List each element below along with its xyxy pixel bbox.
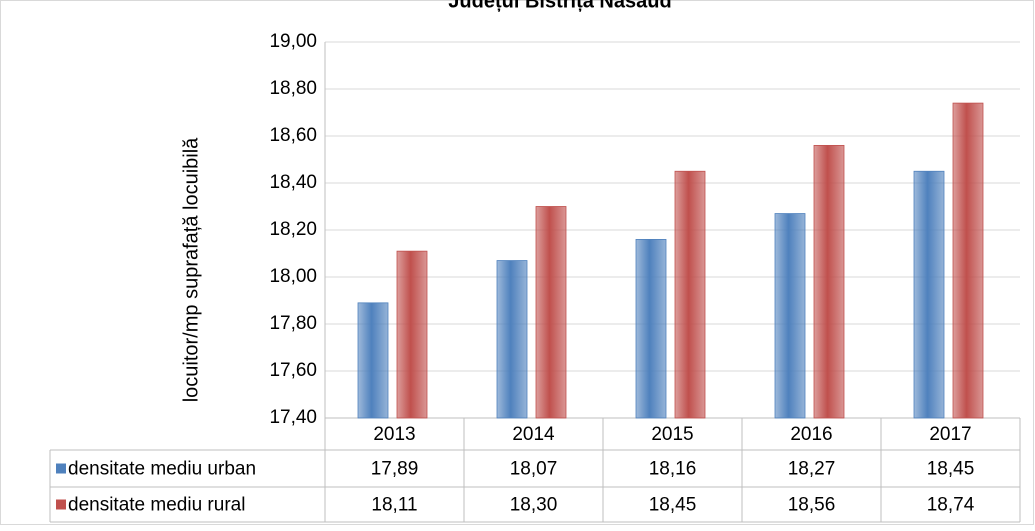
y-tick-label: 18,20 — [269, 219, 317, 240]
table-value: 18,45 — [649, 495, 697, 516]
table-value: 18,27 — [788, 459, 836, 480]
x-tick-label: 2015 — [651, 424, 693, 445]
x-tick-label: 2013 — [373, 424, 415, 445]
legend-label: densitate mediu rural — [68, 495, 245, 516]
x-tick-label: 2014 — [512, 424, 555, 445]
bar — [396, 250, 428, 419]
x-tick-label: 2017 — [929, 424, 971, 445]
table-value: 18,74 — [927, 495, 975, 516]
table-value: 18,16 — [649, 459, 697, 480]
table-value: 18,30 — [510, 495, 558, 516]
y-tick-label: 18,60 — [269, 125, 317, 146]
y-tick-label: 18,00 — [269, 266, 317, 287]
bar — [535, 206, 567, 419]
table-value: 18,45 — [927, 459, 975, 480]
bar — [913, 170, 945, 419]
legend-marker — [56, 499, 66, 510]
legend-marker — [56, 463, 66, 474]
table-value: 18,11 — [371, 495, 417, 516]
bar — [674, 170, 706, 419]
bar — [496, 260, 528, 419]
table-value: 17,89 — [371, 459, 419, 480]
table-value: 18,07 — [510, 459, 558, 480]
bar — [774, 213, 806, 419]
y-tick-label: 18,40 — [269, 172, 317, 193]
y-tick-label: 19,00 — [269, 31, 317, 52]
bar — [357, 302, 389, 419]
x-tick-label: 2016 — [790, 424, 832, 445]
y-tick-label: 17,40 — [269, 407, 317, 428]
bar — [635, 238, 667, 419]
bar — [952, 102, 984, 419]
legend-label: densitate mediu urban — [68, 459, 256, 480]
y-tick-label: 17,60 — [269, 360, 317, 381]
bar — [813, 144, 845, 419]
chart-title: Județul Bistrița Năsăud — [448, 0, 671, 12]
y-tick-label: 18,80 — [269, 78, 317, 99]
y-axis-label: locuitor/mp suprafață locuibilă — [180, 137, 202, 402]
y-tick-label: 17,80 — [269, 313, 317, 334]
table-value: 18,56 — [788, 495, 836, 516]
